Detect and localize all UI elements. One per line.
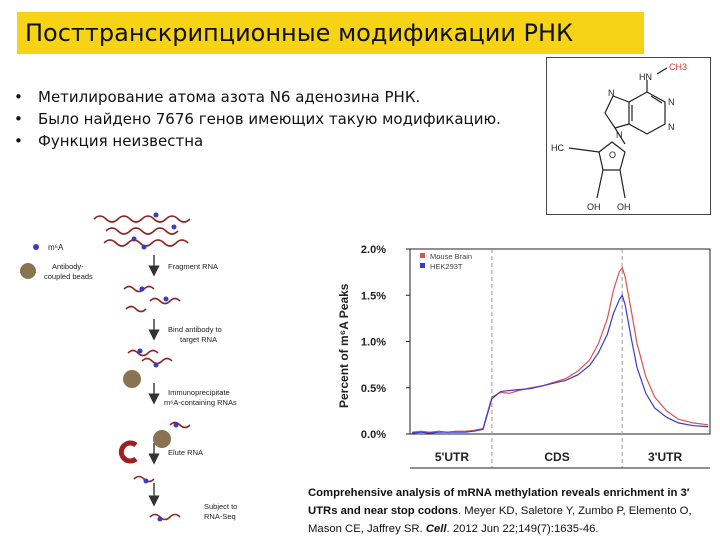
figure-caption: Comprehensive analysis of mRNA methylati… xyxy=(308,484,718,538)
bullet-list: • Метилирование атома азота N6 аденозина … xyxy=(14,86,501,152)
ring-oxygen-label: O xyxy=(609,150,616,160)
bullet-text: Функция неизвестна xyxy=(38,132,204,150)
slide-title: Посттранскрипционные модификации РНК xyxy=(25,19,574,47)
step-bind-label-2: target RNA xyxy=(180,335,217,344)
bead-icon xyxy=(20,263,36,279)
y-axis-title: Percent of m⁶A Peaks xyxy=(337,283,351,408)
m6a-dot-icon xyxy=(33,244,39,250)
y-tick-label: 1.5% xyxy=(361,290,386,302)
ch3-label: CH3 xyxy=(669,62,687,72)
region-label: CDS xyxy=(544,450,569,464)
bead-icon xyxy=(153,430,171,448)
m6a-structure-drawing: HN CH3 N N N N HC O OH OH xyxy=(551,62,687,212)
n7-label: N xyxy=(608,88,615,98)
y-tick-label: 1.0% xyxy=(361,337,386,349)
nh-label: HN xyxy=(639,72,652,82)
legend-swatch xyxy=(420,253,425,258)
series-line-mouse-brain xyxy=(411,266,709,433)
bullet-item: • Функция неизвестна xyxy=(14,132,204,150)
y-tick-label: 0.5% xyxy=(361,383,386,395)
oh-label-2: OH xyxy=(617,202,631,212)
legend-m6a-label: m⁶A xyxy=(48,243,64,252)
rna-strands xyxy=(93,215,191,247)
step-elute-label: Elute RNA xyxy=(168,448,203,457)
step-ip-label-2: m⁶A-containing RNAs xyxy=(164,398,237,407)
oh-label-1: OH xyxy=(587,202,601,212)
m6a-marks xyxy=(131,212,177,250)
region-label: 3'UTR xyxy=(648,450,683,464)
y-tick-label: 2.0% xyxy=(361,244,386,256)
chart-axes xyxy=(409,248,711,435)
legend-swatch xyxy=(420,263,425,268)
step-seq-label-2: RNA-Seq xyxy=(204,512,236,521)
merip-seq-schematic: m⁶A Antibody- coupled beads Fragment RNA… xyxy=(20,212,237,522)
series-lines xyxy=(411,266,709,434)
magnet-icon xyxy=(118,440,138,464)
bead-icon xyxy=(123,370,141,388)
step-ip-label-1: Immunoprecipitate xyxy=(168,388,230,397)
step-seq-label-1: Subject to xyxy=(204,502,237,511)
region-label: 5'UTR xyxy=(435,450,470,464)
legend-beads-label-2: coupled beads xyxy=(44,272,93,281)
y-tick-label: 0.0% xyxy=(361,429,386,441)
caption-journal: Cell xyxy=(425,523,447,535)
n1-label: N xyxy=(668,97,675,107)
n9-label: N xyxy=(616,130,623,140)
n3-label: N xyxy=(668,122,675,132)
fragment-m6a-marks xyxy=(137,286,179,522)
caption-authors: . Meyer KD, Saletore Y, Zumbo P, Element… xyxy=(308,505,692,535)
plot-frame xyxy=(409,248,711,435)
region-boundaries xyxy=(410,249,710,469)
caption-citation: . 2012 Jun 22;149(7):1635-46. xyxy=(446,523,599,535)
legend-label: HEK293T xyxy=(430,262,463,271)
y-tick-labels: 0.0% 0.5% 1.0% 1.5% 2.0% xyxy=(361,244,410,441)
legend-label: Mouse Brain xyxy=(430,252,472,261)
legend-beads-label-1: Antibody- xyxy=(52,262,84,271)
region-labels: 5'UTR CDS 3'UTR xyxy=(435,450,683,464)
m6a-peak-distribution-chart: Percent of m⁶A Peaks 0.0% 0.5% 1.0% 1.5% 2.0… xyxy=(337,244,711,469)
hc-label: HC xyxy=(551,143,564,153)
bullet-text: Было найдено 7676 генов имеющих такую мо… xyxy=(38,110,501,128)
bullet-item: • Было найдено 7676 генов имеющих такую м… xyxy=(14,110,501,128)
series-line-hek293t xyxy=(411,293,709,434)
step-bind-label-1: Bind antibody to xyxy=(168,325,222,334)
step-fragment-label: Fragment RNA xyxy=(168,262,218,271)
m6a-structure-figure: HN CH3 N N N N HC O OH OH xyxy=(546,57,711,215)
rna-fragments xyxy=(123,285,191,521)
bullet-text: Метилирование атома азота N6 аденозина Р… xyxy=(38,88,421,106)
title-bar: Посттранскрипционные модификации РНК xyxy=(17,12,644,54)
bullet-item: • Метилирование атома азота N6 аденозина … xyxy=(14,88,421,106)
caption-title: Comprehensive analysis of mRNA methylati… xyxy=(308,487,690,517)
